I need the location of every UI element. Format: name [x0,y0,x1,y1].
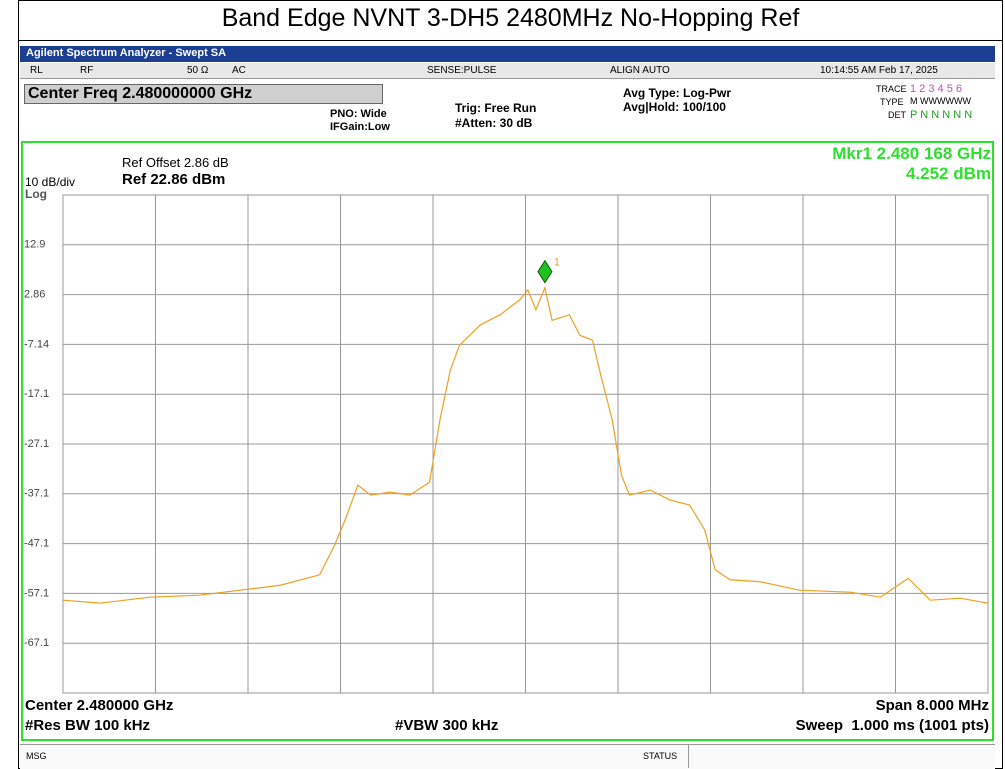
trig: Trig: Free Run [455,101,537,115]
rbw: #Res BW 100 kHz [25,717,151,734]
center-freq: Center Freq 2.480000000 GHz [28,85,253,102]
ref-level: Ref 22.86 dBm [122,171,226,188]
y-tick-label: -7.14 [24,338,49,350]
ifgain: IFGain:Low [330,121,390,133]
marker-level: 4.252 dBm [905,164,991,183]
screen [21,141,994,741]
msg-bar [20,744,995,769]
status: STATUS [643,751,678,761]
type-label: TYPE [880,97,904,107]
app-bar [20,46,995,62]
log: Log [25,187,47,201]
analyzer-frame [18,40,1003,769]
span: Span 8.000 MHz [875,697,989,714]
ref-offset: Ref Offset 2.86 dB [122,155,229,170]
title-box [18,0,1003,40]
y-tick-label: 2.86 [24,289,45,301]
vbw: #VBW 300 kHz [395,717,499,734]
page-title: Band Edge NVNT 3-DH5 2480MHz No-Hopping … [221,4,800,32]
trace-label: TRACE [876,84,907,94]
sweep: Sweep 1.000 ms (1001 pts) [795,717,989,734]
status-row [20,63,995,79]
status-item: SENSE:PULSE [427,65,497,76]
y-tick-label: -27.1 [24,438,49,450]
trace-value: 1 2 3 4 5 6 [910,83,962,95]
y-tick-label: -57.1 [24,587,49,599]
avg-type: Avg Type: Log-Pwr [623,86,731,100]
marker [537,259,553,284]
det-label: DET [888,110,906,120]
status-item: 50 Ω [187,65,209,76]
y-tick-label: 12.9 [24,239,45,251]
type-value: M WWWWWW [910,96,971,106]
y-tick-label: -47.1 [24,538,49,550]
status-item: 10:14:55 AM Feb 17, 2025 [820,65,938,76]
status-item: RL [30,65,43,76]
y-tick-label: -37.1 [24,488,49,500]
status-item: AC [232,65,246,76]
app-title: Agilent Spectrum Analyzer - Swept SA [26,47,227,59]
pno: PNO: Wide [330,108,387,120]
status-divider [688,744,689,768]
marker-freq: Mkr1 2.480 168 GHz [832,144,991,163]
status-item: RF [80,65,94,76]
marker-label: 1 [554,257,560,269]
det-value: P N N N N N [910,109,973,121]
y-tick-label: -17.1 [24,388,49,400]
scale: 10 dB/div [25,175,76,189]
status-item: ALIGN AUTO [610,65,670,76]
avg-hold: Avg|Hold: 100/100 [623,100,726,114]
center-freq-box [24,84,383,104]
y-tick-label: -67.1 [24,637,49,649]
trace [62,285,989,604]
center: Center 2.480000 GHz [25,697,174,714]
atten: #Atten: 30 dB [455,116,533,130]
msg: MSG [26,751,47,761]
